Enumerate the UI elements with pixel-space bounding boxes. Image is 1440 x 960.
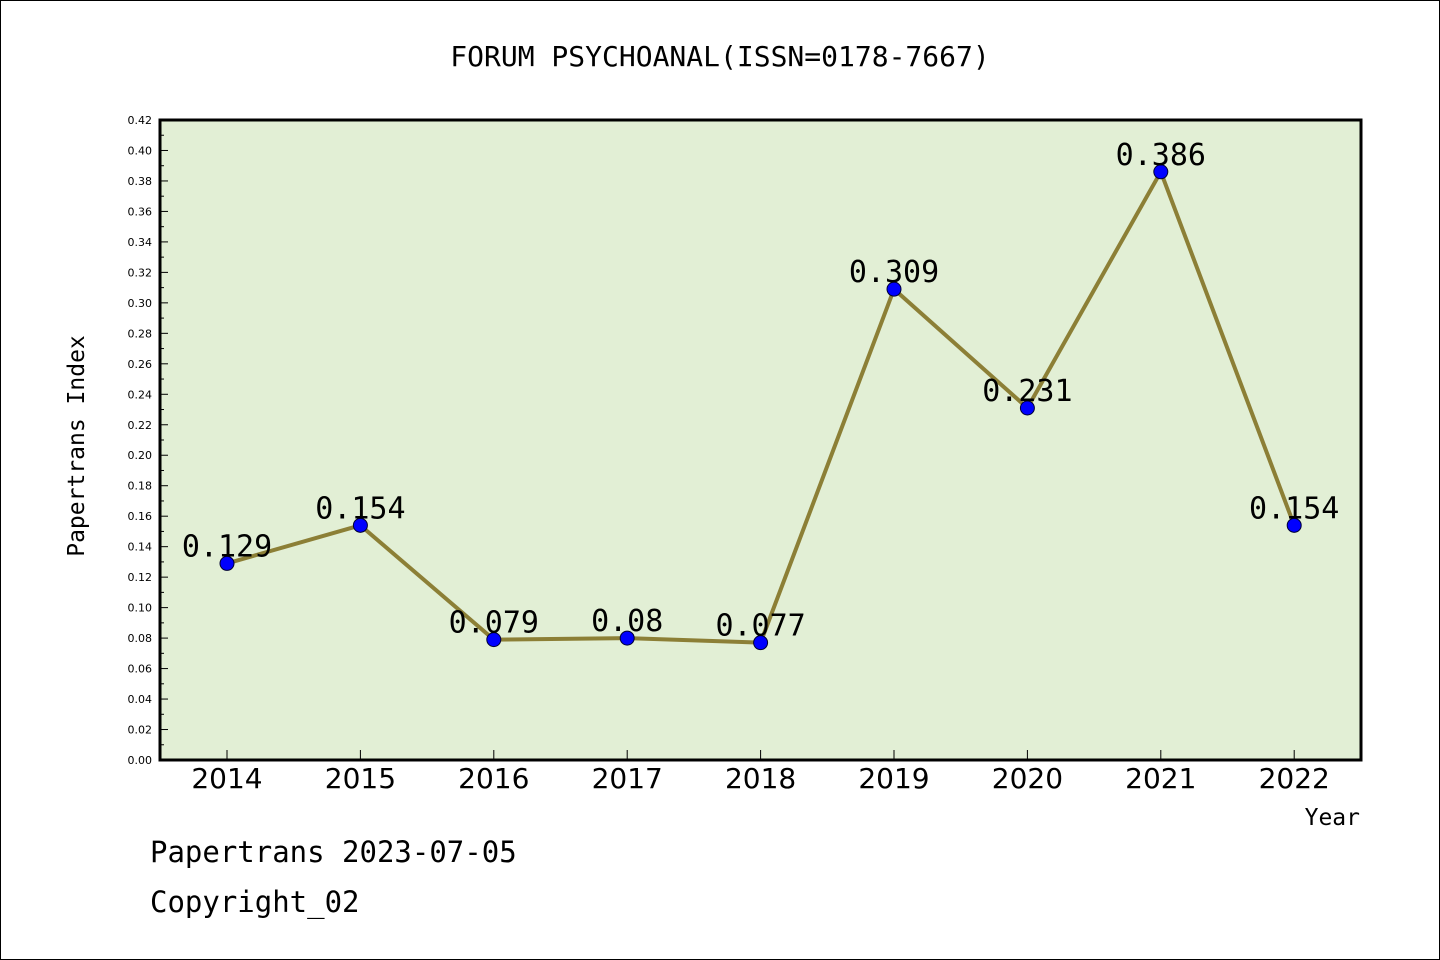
- y-tick-label: 0.08: [128, 632, 153, 645]
- y-axis-label: Papertrans Index: [64, 335, 90, 557]
- data-point: [219, 555, 235, 571]
- y-tick-label: 0.24: [128, 388, 153, 401]
- data-point: [1286, 517, 1302, 533]
- x-tick-label: 2014: [191, 762, 262, 795]
- y-tick-label: 0.16: [128, 510, 153, 523]
- x-tick-label: 2016: [458, 762, 529, 795]
- data-label: 0.129: [182, 529, 272, 564]
- data-label: 0.309: [849, 255, 939, 290]
- data-label: 0.077: [715, 609, 805, 644]
- data-point: [1153, 164, 1169, 180]
- x-axis-label: Year: [1305, 805, 1360, 831]
- data-label: 0.08: [591, 604, 663, 639]
- data-label: 0.231: [982, 374, 1072, 409]
- y-tick-label: 0.14: [128, 541, 153, 554]
- data-labels: 0.129 0.154 0.079 0.08 0.077 0.309 0.231 0.386 0…: [182, 138, 1340, 644]
- y-tick-label: 0.20: [128, 449, 153, 462]
- data-label: 0.154: [1249, 491, 1339, 526]
- x-axis-ticks: 2014 2015 2016 2017 2018 2019 2020 2021 2022: [191, 750, 1330, 795]
- y-tick-label: 0.36: [128, 205, 153, 218]
- y-tick-label: 0.22: [128, 419, 153, 432]
- data-label: 0.154: [315, 491, 405, 526]
- x-tick-label: 2019: [858, 762, 929, 795]
- data-point: [753, 635, 769, 651]
- y-tick-label: 0.02: [128, 724, 153, 737]
- data-point: [886, 281, 902, 297]
- y-tick-label: 0.26: [128, 358, 153, 371]
- x-tick-label: 2017: [592, 762, 663, 795]
- x-tick-label: 2020: [992, 762, 1063, 795]
- x-tick-label: 2021: [1125, 762, 1196, 795]
- data-label: 0.079: [449, 606, 539, 641]
- chart-title: FORUM PSYCHOANAL(ISSN=0178-7667): [450, 40, 989, 73]
- y-tick-label: 0.18: [128, 480, 153, 493]
- data-point: [1019, 400, 1035, 416]
- footer-copyright: Copyright_02: [150, 885, 360, 919]
- y-tick-label: 0.28: [128, 327, 153, 340]
- y-tick-label: 0.32: [128, 266, 153, 279]
- x-tick-label: 2015: [325, 762, 396, 795]
- x-tick-label: 2018: [725, 762, 796, 795]
- y-tick-label: 0.06: [128, 663, 153, 676]
- data-point: [619, 630, 635, 646]
- y-tick-label: 0.10: [128, 602, 153, 615]
- y-axis-ticks: 0.00 0.02 0.04 0.06 0.08 0.10 0.12 0.14 0.16 0.18…: [128, 114, 168, 767]
- data-point: [486, 632, 502, 648]
- x-tick-label: 2022: [1259, 762, 1330, 795]
- y-tick-label: 0.34: [128, 236, 153, 249]
- data-point: [352, 517, 368, 533]
- plot-area: [158, 118, 1363, 762]
- y-tick-label: 0.40: [128, 144, 153, 157]
- y-tick-label: 0.04: [128, 693, 153, 706]
- y-tick-label: 0.12: [128, 571, 153, 584]
- y-tick-label: 0.38: [128, 175, 153, 188]
- y-tick-label: 0.42: [128, 114, 153, 127]
- series-markers: [219, 164, 1302, 651]
- y-tick-label: 0.00: [128, 754, 153, 767]
- data-label: 0.386: [1116, 138, 1206, 173]
- footer-date: Papertrans 2023-07-05: [150, 835, 517, 869]
- y-tick-label: 0.30: [128, 297, 153, 310]
